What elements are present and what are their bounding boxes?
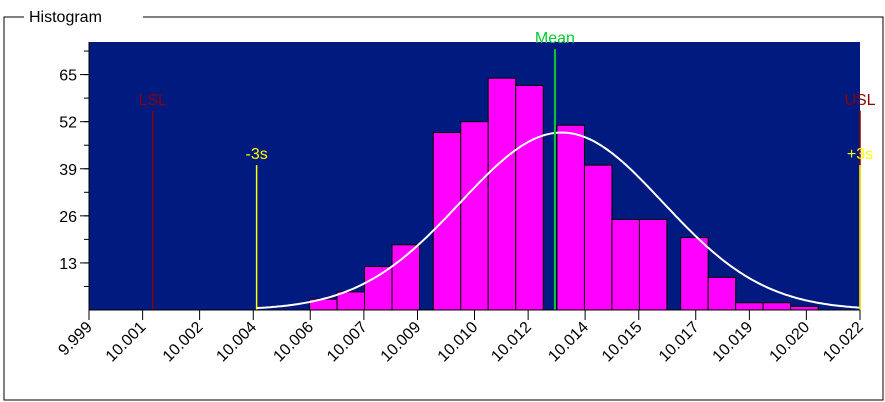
y-tick-label: 13: [59, 256, 77, 273]
x-tick-label: 10.017: [656, 319, 703, 366]
histogram-bar: [638, 218, 668, 311]
x-tick-label: 10.022: [820, 319, 867, 366]
x-axis: 9.999 10.001 10.002 10.004 10.006 10.007 10.00…: [55, 309, 867, 366]
x-tick-label: 10.020: [767, 319, 814, 366]
histogram-bar: [432, 132, 462, 311]
ref-label-3s: -3s: [245, 146, 267, 163]
x-tick-label: 10.007: [324, 319, 371, 366]
histogram-bar: [515, 84, 544, 311]
x-tick-label: 10.019: [710, 319, 757, 366]
histogram-bars: [309, 77, 819, 311]
histogram-bar: [707, 276, 737, 311]
histogram-bar: [364, 266, 393, 311]
histogram-bar: [611, 218, 640, 311]
x-tick-label: 10.012: [488, 319, 535, 366]
ref-label-3s: +3s: [847, 146, 873, 163]
histogram-bar: [583, 164, 613, 311]
x-tick-label: 10.015: [599, 319, 646, 366]
y-tick-label: 65: [59, 68, 77, 85]
histogram-bar: [336, 291, 366, 311]
panel-title: Histogram: [29, 9, 102, 26]
x-tick-label: 10.009: [378, 319, 425, 366]
ref-label-usl: USL: [844, 92, 875, 109]
y-tick-label: 26: [59, 209, 77, 226]
x-tick-label: 10.001: [103, 319, 150, 366]
histogram-bar: [556, 124, 585, 311]
x-tick-label: 9.999: [55, 319, 95, 359]
histogram-bar: [487, 77, 517, 311]
histogram-bar: [391, 244, 421, 311]
reference-lines: LSL -3s Mean USL +3s: [138, 30, 876, 310]
y-axis: 13 26 39 52 65: [59, 42, 90, 310]
x-tick-label: 10.010: [435, 319, 482, 366]
ref-label-mean: Mean: [535, 30, 575, 47]
x-tick-label: 10.006: [270, 319, 317, 366]
x-tick-label: 10.002: [160, 319, 207, 366]
group-box-border: [3, 16, 884, 401]
y-tick-label: 52: [59, 115, 77, 132]
normal-curve: [256, 131, 861, 310]
histogram-bar: [460, 121, 489, 311]
histogram-bar: [790, 305, 819, 311]
x-tick-label: 10.014: [545, 319, 592, 366]
x-tick-label: 10.004: [213, 319, 260, 366]
ref-label-lsl: LSL: [138, 92, 167, 109]
histogram-bar: [735, 302, 764, 311]
y-tick-label: 39: [59, 162, 77, 179]
histogram-bar: [680, 237, 709, 311]
histogram-bar: [762, 302, 792, 311]
